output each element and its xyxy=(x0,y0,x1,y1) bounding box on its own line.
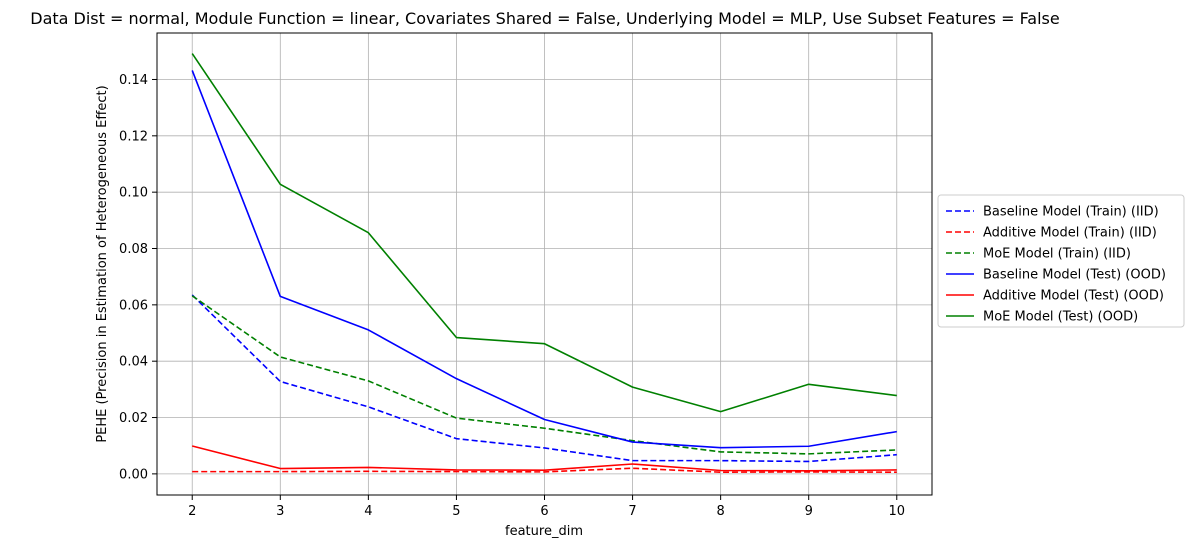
legend-label: Baseline Model (Train) (IID) xyxy=(983,205,1159,220)
x-tick-label: 3 xyxy=(276,504,284,519)
y-tick-label: 0.04 xyxy=(119,355,148,370)
grid-lines xyxy=(157,33,932,495)
y-tick-label: 0.00 xyxy=(119,467,148,482)
x-tick-label: 2 xyxy=(188,504,196,519)
series-line-4 xyxy=(191,70,897,449)
x-tick-label: 7 xyxy=(628,504,636,519)
legend-label: Baseline Model (Test) (OOD) xyxy=(983,268,1166,283)
series-line-3 xyxy=(191,295,897,455)
series-line-1 xyxy=(191,294,897,463)
series-line-6 xyxy=(191,53,897,413)
chart-title: Data Dist = normal, Module Function = li… xyxy=(30,9,1059,28)
legend-label: Additive Model (Test) (OOD) xyxy=(983,289,1164,304)
legend-label: MoE Model (Train) (IID) xyxy=(983,247,1131,262)
series-lines xyxy=(191,53,897,473)
x-tick-label: 5 xyxy=(452,504,460,519)
y-tick-label: 0.14 xyxy=(119,73,148,88)
x-tick-label: 10 xyxy=(888,504,905,519)
series-line-2 xyxy=(192,467,897,473)
legend-label: Additive Model (Train) (IID) xyxy=(983,226,1157,241)
x-tick-label: 8 xyxy=(716,504,724,519)
y-tick-label: 0.10 xyxy=(119,186,148,201)
legend: Baseline Model (Train) (IID) Additive Mod… xyxy=(937,194,1185,328)
y-tick-label: 0.02 xyxy=(119,411,148,426)
x-axis-label: feature_dim xyxy=(505,524,583,539)
x-tick-label: 4 xyxy=(364,504,372,519)
y-axis-ticks: 0.00 0.02 0.04 0.06 0.08 0.10 0.12 0.14 xyxy=(119,73,157,482)
y-tick-label: 0.06 xyxy=(119,298,148,313)
x-axis-ticks: 2 3 4 5 6 7 8 9 10 xyxy=(188,495,905,519)
y-tick-label: 0.08 xyxy=(119,242,148,257)
x-tick-label: 9 xyxy=(805,504,813,519)
legend-label: MoE Model (Test) (OOD) xyxy=(983,310,1138,325)
series-line-5 xyxy=(192,445,897,472)
y-axis-label: PEHE (Precision in Estimation of Heterog… xyxy=(95,85,110,442)
y-tick-label: 0.12 xyxy=(119,129,148,144)
x-tick-label: 6 xyxy=(540,504,548,519)
legend-box xyxy=(937,194,1185,328)
